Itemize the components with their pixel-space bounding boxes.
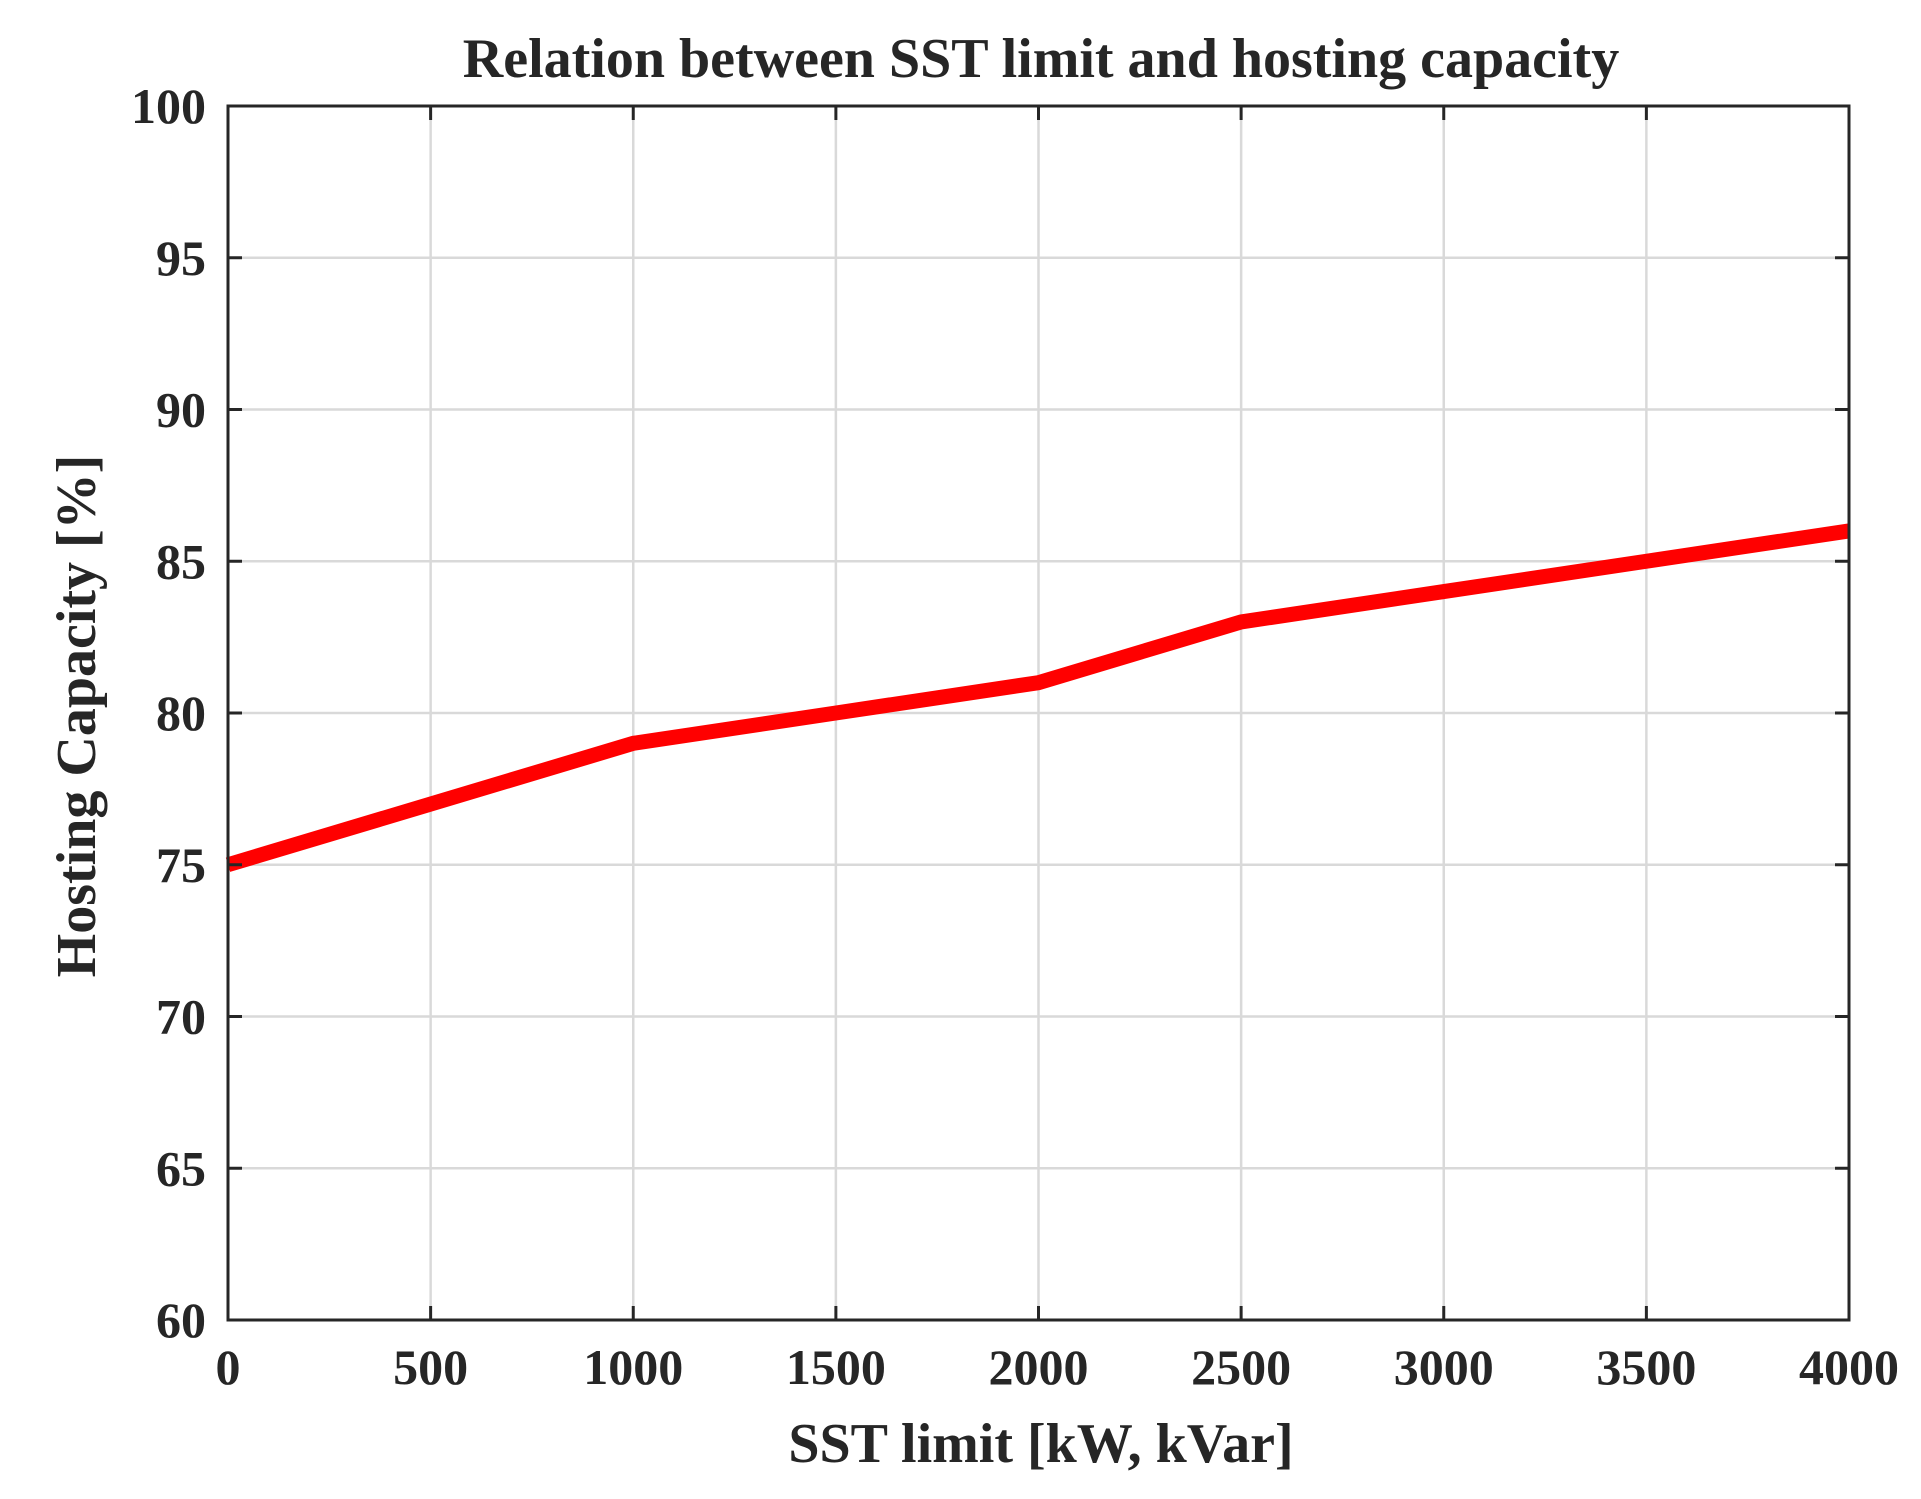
data-point xyxy=(1240,621,1242,623)
y-tick-label: 85 xyxy=(156,533,206,589)
tick-marks xyxy=(226,104,1851,1322)
data-point xyxy=(1645,560,1647,562)
y-tick-label: 90 xyxy=(156,382,206,438)
data-point xyxy=(430,803,432,805)
data-point xyxy=(632,742,634,744)
y-tick-label: 65 xyxy=(156,1140,206,1196)
y-tick-label: 80 xyxy=(156,685,206,741)
chart-title: Relation between SST limit and hosting c… xyxy=(463,28,1619,90)
x-tick-label: 2000 xyxy=(989,1339,1089,1395)
data-point xyxy=(1038,682,1039,684)
x-tick-labels: 0 500 1000 1500 2000 2500 3000 3500 4000 xyxy=(216,1339,1900,1395)
y-tick-label: 75 xyxy=(156,837,206,893)
y-tick-label: 95 xyxy=(156,230,206,286)
x-axis-title: SST limit [kW, kVar] xyxy=(788,1413,1293,1475)
x-tick-label: 3000 xyxy=(1394,1339,1494,1395)
x-tick-label: 2500 xyxy=(1191,1339,1291,1395)
x-tick-label: 1500 xyxy=(786,1339,886,1395)
y-axis-title: Hosting Capacity [%] xyxy=(46,455,108,978)
x-tick-label: 0 xyxy=(216,1339,241,1395)
x-tick-label: 1000 xyxy=(583,1339,683,1395)
y-tick-label: 60 xyxy=(156,1292,206,1348)
x-tick-label: 500 xyxy=(393,1339,468,1395)
y-tick-label: 100 xyxy=(131,78,206,134)
x-tick-label: 4000 xyxy=(1799,1339,1899,1395)
data-point xyxy=(835,712,837,714)
y-tick-labels: 60 65 70 75 80 85 90 95 100 xyxy=(131,78,206,1348)
y-tick-label: 70 xyxy=(156,989,206,1045)
grid xyxy=(228,106,1849,1320)
data-point xyxy=(1443,591,1445,593)
x-tick-label: 3500 xyxy=(1596,1339,1696,1395)
